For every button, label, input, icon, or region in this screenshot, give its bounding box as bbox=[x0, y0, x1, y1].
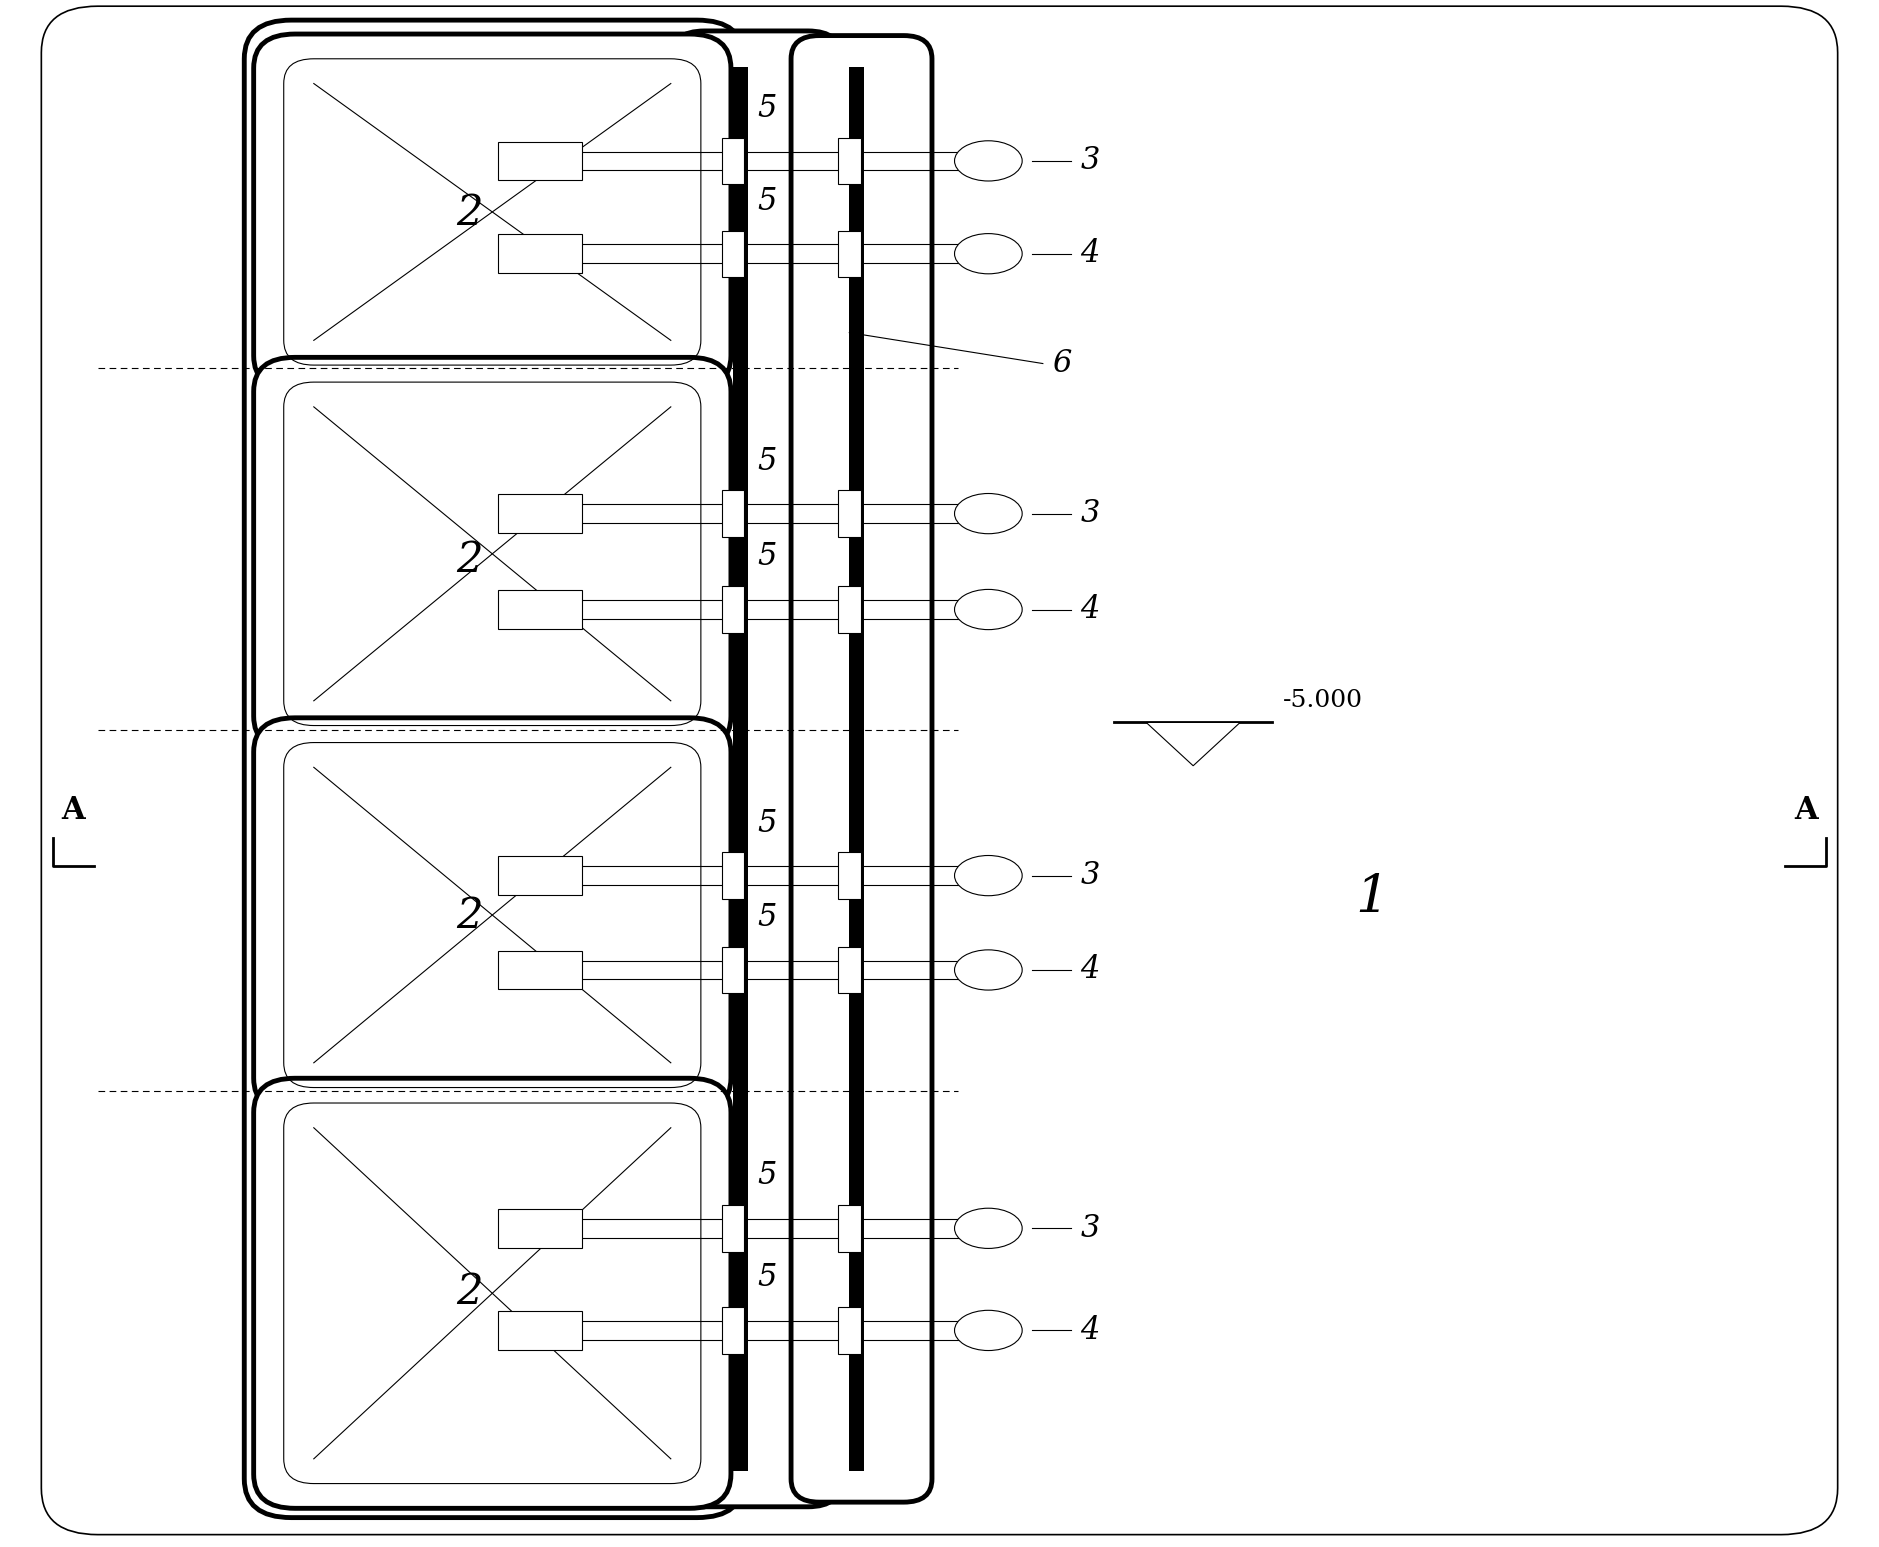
Ellipse shape bbox=[955, 1208, 1022, 1248]
Text: 5: 5 bbox=[757, 1262, 776, 1293]
Text: 5: 5 bbox=[757, 446, 776, 476]
Bar bbox=[838, 586, 861, 633]
FancyBboxPatch shape bbox=[254, 357, 731, 750]
Bar bbox=[838, 1307, 861, 1354]
Bar bbox=[722, 231, 744, 277]
FancyBboxPatch shape bbox=[254, 34, 731, 390]
Text: 2: 2 bbox=[457, 192, 483, 235]
Text: 4: 4 bbox=[1080, 1315, 1099, 1346]
Bar bbox=[498, 950, 582, 990]
Text: 3: 3 bbox=[1080, 860, 1099, 891]
Bar bbox=[722, 490, 744, 537]
Text: 4: 4 bbox=[1080, 238, 1099, 269]
Ellipse shape bbox=[955, 1310, 1022, 1351]
Text: 5: 5 bbox=[757, 1160, 776, 1191]
Text: 5: 5 bbox=[757, 541, 776, 572]
FancyBboxPatch shape bbox=[254, 718, 731, 1112]
Bar bbox=[838, 138, 861, 184]
Bar bbox=[498, 589, 582, 628]
Text: A: A bbox=[62, 795, 85, 826]
Ellipse shape bbox=[955, 234, 1022, 274]
Text: 6: 6 bbox=[1052, 348, 1071, 379]
Polygon shape bbox=[1146, 722, 1240, 766]
Ellipse shape bbox=[955, 950, 1022, 990]
Bar bbox=[722, 586, 744, 633]
FancyBboxPatch shape bbox=[671, 31, 842, 1507]
Bar bbox=[733, 67, 748, 1471]
Bar bbox=[722, 1307, 744, 1354]
Bar bbox=[838, 1205, 861, 1252]
Text: 5: 5 bbox=[757, 808, 776, 838]
Bar bbox=[722, 1205, 744, 1252]
Bar bbox=[498, 1312, 582, 1349]
Bar bbox=[838, 231, 861, 277]
Text: 2: 2 bbox=[457, 894, 483, 937]
Text: 5: 5 bbox=[757, 186, 776, 217]
Text: 3: 3 bbox=[1080, 498, 1099, 529]
Bar bbox=[498, 495, 582, 532]
Bar bbox=[722, 947, 744, 993]
Bar bbox=[498, 1210, 582, 1247]
Text: 2: 2 bbox=[457, 538, 483, 582]
Ellipse shape bbox=[955, 589, 1022, 630]
Bar bbox=[498, 857, 582, 894]
Text: -5.000: -5.000 bbox=[1283, 690, 1364, 712]
Bar bbox=[722, 852, 744, 899]
Text: 1: 1 bbox=[1355, 873, 1389, 922]
FancyBboxPatch shape bbox=[244, 20, 744, 1518]
Text: A: A bbox=[1794, 795, 1817, 826]
Bar bbox=[498, 142, 582, 181]
Ellipse shape bbox=[955, 493, 1022, 534]
Text: 5: 5 bbox=[757, 902, 776, 933]
FancyBboxPatch shape bbox=[791, 36, 932, 1502]
Text: 3: 3 bbox=[1080, 145, 1099, 176]
Text: 5: 5 bbox=[757, 93, 776, 124]
FancyBboxPatch shape bbox=[41, 6, 1838, 1535]
Bar bbox=[498, 234, 582, 272]
Ellipse shape bbox=[955, 855, 1022, 896]
Text: 2: 2 bbox=[457, 1270, 483, 1313]
Bar bbox=[849, 67, 864, 1471]
FancyBboxPatch shape bbox=[254, 1078, 731, 1508]
Ellipse shape bbox=[955, 141, 1022, 181]
Bar bbox=[838, 947, 861, 993]
Bar bbox=[722, 138, 744, 184]
Text: 3: 3 bbox=[1080, 1213, 1099, 1244]
Text: 4: 4 bbox=[1080, 954, 1099, 985]
Bar bbox=[838, 490, 861, 537]
Text: 4: 4 bbox=[1080, 594, 1099, 625]
Bar bbox=[838, 852, 861, 899]
